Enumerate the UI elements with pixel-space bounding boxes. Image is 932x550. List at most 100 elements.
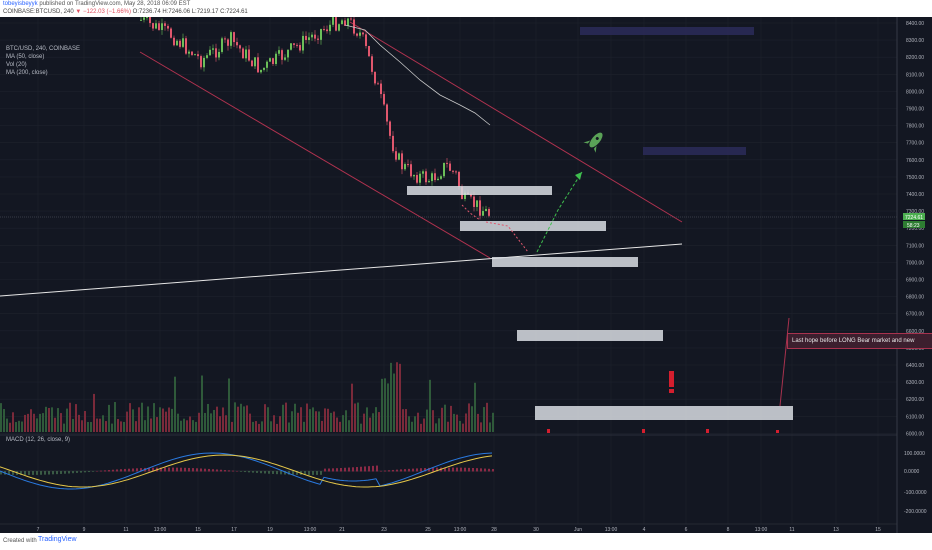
tradingview-logo[interactable]: TradingView <box>38 536 77 543</box>
volume-bar <box>432 410 434 432</box>
volume-bar <box>369 417 371 432</box>
exclamation-dot <box>669 389 674 393</box>
volume-bar <box>129 403 131 432</box>
volume-bar <box>342 415 344 432</box>
time-axis-ticks[interactable]: 7 9 11 13:00 15 17 19 13:00 21 23 25 13:00 28 30 Jun 13… <box>37 527 881 533</box>
price-tick-label: 6700.00 <box>906 312 924 318</box>
candle-body <box>455 171 457 173</box>
candle-body <box>425 171 427 183</box>
volume-bar <box>375 407 377 432</box>
volume-bar <box>285 402 287 432</box>
resistance-zone-mid <box>643 147 746 155</box>
macd-hist-bar <box>328 468 330 472</box>
ma50-legend[interactable]: MA (50, close) <box>6 54 45 60</box>
volume-bar <box>405 409 407 432</box>
volume-bar <box>330 412 332 432</box>
macd-hist-bar <box>480 468 482 472</box>
macd-hist-bar <box>356 467 358 472</box>
macd-tick-label: 100.0000 <box>904 451 925 457</box>
candle-body <box>272 58 274 64</box>
macd-hist-bar <box>100 470 102 472</box>
macd-hist-bar <box>464 467 466 472</box>
price-tick-label: 6600.00 <box>906 329 924 335</box>
price-tick-label: 7000.00 <box>906 260 924 266</box>
symbol-legend[interactable]: BTC/USD, 240, COINBASE <box>6 46 81 52</box>
volume-bar <box>363 413 365 432</box>
price-tick-label: 6000.00 <box>906 431 924 437</box>
volume-bar <box>12 412 14 432</box>
candle-body <box>443 162 445 177</box>
volume-bar <box>462 423 464 432</box>
volume-bar <box>450 405 452 432</box>
volume-bar <box>426 409 428 432</box>
macd-histogram <box>0 465 494 475</box>
macd-hist-bar <box>388 470 390 472</box>
volume-bar <box>267 407 269 432</box>
volume-bar <box>186 420 188 432</box>
chart-area[interactable]: 8400.00 8300.00 8200.00 8100.00 8000.00 7900.… <box>0 17 932 533</box>
time-tick-label: 6 <box>685 527 688 533</box>
volume-bar <box>39 413 41 432</box>
price-chart[interactable]: 8400.00 8300.00 8200.00 8100.00 8000.00 7900.… <box>0 17 932 533</box>
publish-header: tobeyisbeyyk published on TradingView.co… <box>0 0 932 17</box>
countdown-tag <box>903 221 925 228</box>
volume-bar <box>360 423 362 432</box>
ma200-legend[interactable]: MA (200, close) <box>6 70 48 76</box>
macd-legend[interactable]: MACD (12, 26, close, 9) <box>6 437 71 443</box>
candle-body <box>206 55 208 58</box>
macd-hist-bar <box>416 468 418 472</box>
marker-2 <box>642 429 645 433</box>
volume-bar <box>492 412 494 432</box>
volume-bar <box>411 421 413 432</box>
candle-body <box>254 57 256 67</box>
volume-bar <box>24 414 26 432</box>
last-hope-callout[interactable]: Last hope before LONG Bear market and ne… <box>787 333 932 349</box>
author-link[interactable]: tobeyisbeyyk <box>3 1 38 7</box>
macd-hist-bar <box>232 470 234 472</box>
macd-hist-bar <box>236 470 238 472</box>
macd-hist-bar <box>332 468 334 472</box>
candle-body <box>215 48 217 58</box>
volume-bar <box>177 413 179 432</box>
candle-body <box>164 23 166 26</box>
macd-hist-bar <box>80 471 82 473</box>
macd-axis-ticks[interactable]: 100.0000 0.0000 -100.0000 -200.0000 <box>904 451 927 515</box>
volume-bar <box>387 383 389 432</box>
candle-body <box>158 23 160 30</box>
candle-body <box>284 57 286 60</box>
zone-box-3 <box>492 257 638 267</box>
volume-bar <box>309 409 311 432</box>
volume-bar <box>279 416 281 432</box>
candle-body <box>239 45 241 49</box>
volume-bar <box>255 421 257 432</box>
volume-bar <box>333 411 335 432</box>
volume-bar <box>213 409 215 432</box>
volume-bar <box>51 407 53 432</box>
volume-bar <box>252 421 254 432</box>
candle-body <box>398 153 400 160</box>
price-tick-label: 6300.00 <box>906 380 924 386</box>
candle-body <box>440 176 442 179</box>
price-axis-ticks[interactable]: 8400.00 8300.00 8200.00 8100.00 8000.00 7900.… <box>906 21 924 437</box>
candle-body <box>233 32 235 43</box>
macd-hist-bar <box>268 471 270 474</box>
volume-bar <box>276 423 278 432</box>
price-tick-label: 7800.00 <box>906 124 924 130</box>
macd-hist-bar <box>444 467 446 472</box>
volume-bar <box>435 423 437 432</box>
price-tick-label: 6400.00 <box>906 363 924 369</box>
time-tick-label: 25 <box>425 527 431 533</box>
macd-hist-bar <box>224 470 226 472</box>
volume-bar <box>234 402 236 432</box>
macd-hist-bar <box>284 471 286 475</box>
volume-bar <box>165 411 167 432</box>
marker-4 <box>776 430 779 433</box>
candle-body <box>473 196 475 207</box>
candle-body <box>146 17 148 18</box>
volume-legend[interactable]: Vol (20) <box>6 62 27 68</box>
volume-bar <box>144 420 146 432</box>
price-tick-label: 7900.00 <box>906 107 924 113</box>
price-tick-label: 6200.00 <box>906 397 924 403</box>
volume-bar <box>123 421 125 432</box>
volume-bar <box>231 421 233 432</box>
